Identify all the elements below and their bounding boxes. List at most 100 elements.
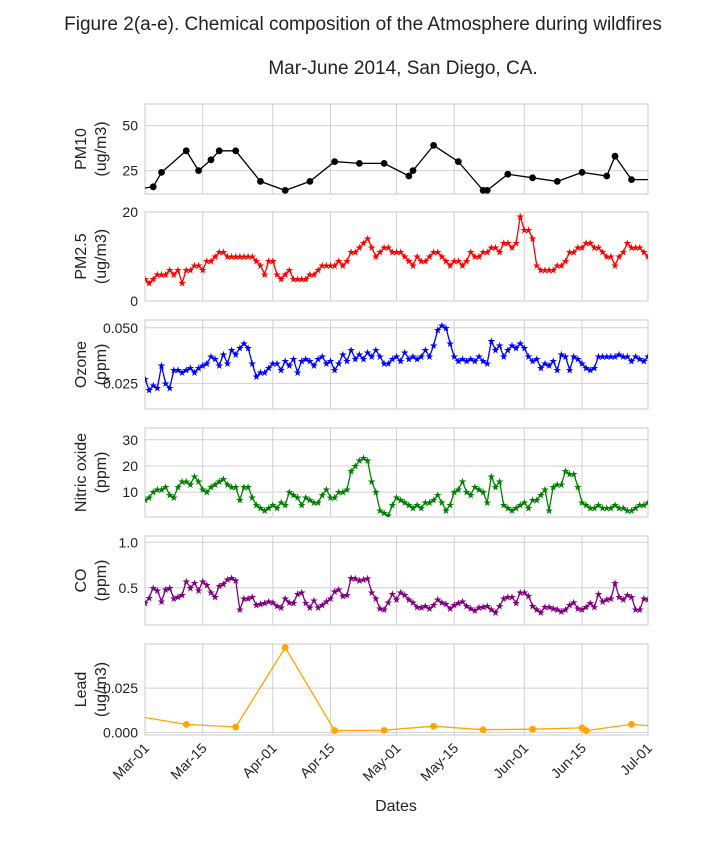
data-point: ★	[161, 270, 170, 281]
data-point: ★	[450, 256, 459, 267]
data-point: ★	[635, 605, 644, 616]
data-point: ★	[409, 261, 418, 272]
data-point: ★	[178, 477, 187, 488]
data-point: ★	[668, 354, 677, 365]
data-point: ★	[540, 485, 549, 496]
data-point: ★	[491, 608, 500, 619]
data-point: ★	[297, 274, 306, 285]
data-point: ★	[676, 357, 685, 368]
data-point	[603, 172, 611, 180]
data-point: ★	[639, 248, 648, 259]
data-point: ★	[606, 594, 615, 605]
data-point: ★	[314, 498, 323, 509]
data-point	[182, 147, 190, 155]
data-point: ★	[598, 503, 607, 514]
data-point: ★	[260, 599, 269, 610]
data-point: ★	[190, 579, 199, 590]
data-point: ★	[586, 599, 595, 610]
data-point: ★	[231, 576, 240, 587]
data-point: ★	[363, 574, 372, 585]
data-point: ★	[573, 604, 582, 615]
data-point: ★	[615, 503, 624, 514]
data-point: ★	[474, 352, 483, 363]
data-point: ★	[235, 252, 244, 263]
data-point: ★	[165, 265, 174, 276]
data-point: ★	[211, 592, 220, 603]
data-point	[215, 147, 223, 155]
data-point: ★	[326, 493, 335, 504]
data-point: ★	[169, 366, 178, 377]
data-point	[355, 160, 363, 167]
data-point: ★	[561, 256, 570, 267]
data-point: ★	[219, 248, 228, 259]
data-point: ★	[173, 366, 182, 377]
data-point: ★	[277, 498, 286, 509]
data-point: ★	[652, 256, 661, 267]
data-point: ★	[367, 477, 376, 488]
data-point	[483, 187, 491, 194]
data-point: ★	[545, 506, 554, 517]
data-point: ★	[557, 607, 566, 618]
data-point: ★	[516, 588, 525, 599]
data-point: ★	[409, 598, 418, 609]
data-point: ★	[681, 248, 690, 259]
data-point: ★	[244, 252, 253, 263]
data-point: ★	[388, 501, 397, 512]
data-point: ★	[483, 601, 492, 612]
data-point: ★	[429, 601, 438, 612]
data-point: ★	[400, 591, 409, 602]
data-point: ★	[371, 346, 380, 357]
data-point: ★	[549, 265, 558, 276]
data-point: ★	[396, 357, 405, 368]
data-point: ★	[664, 592, 673, 603]
data-point: ★	[289, 599, 298, 610]
data-point: ★	[437, 498, 446, 509]
data-point: ★	[569, 469, 578, 480]
data-point: ★	[334, 256, 343, 267]
data-point: ★	[396, 495, 405, 506]
data-point: ★	[623, 352, 632, 363]
data-point: ★	[565, 366, 574, 377]
data-point: ★	[215, 477, 224, 488]
data-point: ★	[429, 341, 438, 352]
data-point: ★	[582, 363, 591, 374]
y-tick-label: 50	[122, 118, 138, 134]
data-point: ★	[145, 593, 154, 604]
data-point: ★	[404, 256, 413, 267]
data-point: ★	[277, 274, 286, 285]
data-point: ★	[277, 366, 286, 377]
data-point: ★	[553, 480, 562, 491]
data-point: ★	[689, 607, 698, 618]
data-point: ★	[285, 265, 294, 276]
data-point: ★	[384, 598, 393, 609]
data-point: ★	[297, 501, 306, 512]
series-line	[145, 324, 648, 392]
data-point	[611, 152, 619, 160]
data-point: ★	[602, 352, 611, 363]
data-point: ★	[376, 352, 385, 363]
data-point: ★	[474, 252, 483, 263]
data-point: ★	[153, 586, 162, 597]
data-point: ★	[524, 352, 533, 363]
data-point: ★	[202, 581, 211, 592]
data-point: ★	[578, 243, 587, 254]
data-point: ★	[507, 243, 516, 254]
data-point: ★	[256, 368, 265, 379]
data-point: ★	[627, 506, 636, 517]
data-point	[653, 176, 660, 183]
data-point: ★	[417, 256, 426, 267]
data-point: ★	[553, 605, 562, 616]
data-point: ★	[198, 577, 207, 588]
data-point: ★	[462, 601, 471, 612]
data-point: ★	[256, 261, 265, 272]
data-point: ★	[190, 261, 199, 272]
data-point: ★	[701, 503, 710, 514]
data-point: ★	[215, 248, 224, 259]
data-point: ★	[301, 493, 310, 504]
data-point: ★	[425, 352, 434, 363]
data-point: ★	[578, 605, 587, 616]
data-point: ★	[495, 477, 504, 488]
y-tick-label: 30	[122, 432, 138, 448]
data-point: ★	[190, 368, 199, 379]
data-point: ★	[182, 366, 191, 377]
